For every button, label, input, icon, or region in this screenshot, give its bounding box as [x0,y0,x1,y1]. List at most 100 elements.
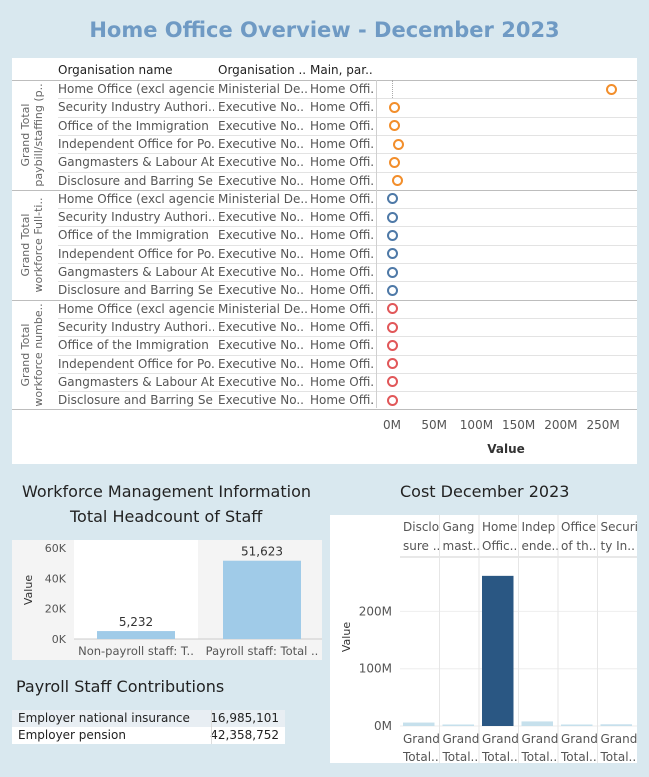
y-tick-label: 40K [45,572,67,585]
payroll-divider [211,710,212,744]
data-point[interactable] [386,284,398,296]
org-type-cell: Executive No.. [218,210,304,225]
bar[interactable] [521,721,554,726]
group-separator [12,189,637,191]
org-name-cell: Home Office (excl agencie.. [58,191,214,206]
column-header-line1: Gang [443,520,475,534]
column-header-line2: ende.. [522,539,560,553]
x-tick-label: 150M [502,418,536,432]
data-point[interactable] [391,175,403,187]
org-name-cell: Disclosure and Barring Se.. [58,393,214,408]
parent-cell: Home Offi.. [310,393,374,408]
bar[interactable] [97,631,175,639]
bar[interactable] [442,724,475,727]
data-point[interactable] [389,101,401,113]
pane-divider [376,80,377,408]
data-point[interactable] [393,138,405,150]
bar[interactable] [482,575,514,726]
data-point[interactable] [388,156,400,168]
bar-value-label: 51,623 [241,545,283,559]
parent-cell: Home Offi.. [310,210,374,225]
column-footer-line1: Grand [561,732,598,746]
y-tick-label: 100M [359,662,392,676]
payroll-row-value: 42,358,752 [210,728,279,742]
data-point[interactable] [386,376,398,388]
y-tick-label: 20K [45,603,67,616]
group-label: Grand Total workforce numbe.. [19,300,45,410]
data-point[interactable] [386,230,398,242]
headcount-bar-chart: 0K 20K 40K 60K Value 5,232 Non-payroll staff: … [12,540,324,660]
row-separator [58,134,637,136]
x-category-label: Non-payroll staff: T.. [78,644,194,658]
y-tick-label: 200M [359,604,392,618]
data-point[interactable] [386,266,398,278]
data-point[interactable] [386,394,398,406]
column-header-line1: Home [482,520,517,534]
row-separator [58,281,637,283]
group-separator [12,299,637,301]
data-point[interactable] [386,193,398,205]
x-category-label: Payroll staff: Total .. [206,644,319,658]
column-header-line2: mast.. [443,539,481,553]
parent-cell: Home Offi.. [310,118,374,133]
data-point[interactable] [386,339,398,351]
x-tick-label: 250M [586,418,620,432]
column-footer-line2: Total.. [521,750,558,763]
x-tick-label: 200M [544,418,578,432]
org-name-cell: Security Industry Authori.. [58,319,214,334]
org-type-cell: Executive No.. [218,265,304,279]
data-point[interactable] [386,248,398,260]
group-label-line2: paybill/staffing (p.. [32,83,46,187]
org-type-cell: Executive No.. [218,319,304,334]
group-label-line1: Grand Total [19,323,33,386]
payroll-row: Employer national insurance 16,985,101 [12,710,285,727]
column-header-organisation-type[interactable]: Organisation .. [218,63,307,77]
org-type-cell: Executive No.. [218,173,304,188]
parent-cell: Home Offi.. [310,191,374,206]
column-header-line1: Office [561,520,596,534]
data-point[interactable] [386,303,398,315]
row-separator [58,317,637,319]
column-header-organisation-name[interactable]: Organisation name [58,63,173,77]
org-name-cell: Gangmasters & Labour Ab.. [58,374,214,389]
data-point[interactable] [386,211,398,223]
org-type-cell: Executive No.. [218,228,304,243]
org-name-cell: Disclosure and Barring Se.. [58,283,214,298]
org-type-cell: Ministerial De.. [218,82,308,96]
data-point[interactable] [606,83,618,95]
column-header-main-parent[interactable]: Main, par.. [310,63,373,77]
dashboard-title: Home Office Overview - December 2023 [89,18,560,42]
payroll-title: Payroll Staff Contributions [16,677,225,696]
column-footer-line2: Total.. [481,750,518,763]
parent-cell: Home Offi.. [310,265,374,279]
bar[interactable] [403,722,435,726]
org-type-cell: Executive No.. [218,374,304,389]
bar[interactable] [223,560,301,639]
data-point[interactable] [386,358,398,370]
column-footer-line1: Grand [522,732,559,746]
parent-cell: Home Offi.. [310,338,374,353]
data-point[interactable] [386,321,398,333]
org-name-cell: Independent Office for Po.. [58,136,214,151]
dot-plot-panel: Organisation name Organisation .. Main, … [12,58,637,464]
cost-bar-chart: 0M 100M 200M Value Disclo sure .. Grand Total..… [330,515,638,764]
data-point[interactable] [389,120,401,132]
org-type-cell: Ministerial De.. [218,301,308,316]
parent-cell: Home Offi.. [310,356,374,371]
bar[interactable] [561,724,593,727]
org-type-cell: Executive No.. [218,155,304,170]
org-name-cell: Home Office (excl agencie.. [58,82,214,96]
column-header-line1: Indep [522,520,556,534]
x-tick-label: 100M [459,418,494,432]
parent-cell: Home Offi.. [310,100,374,115]
bar[interactable] [600,724,633,726]
y-tick-label: 0K [52,633,67,646]
row-separator [58,116,637,118]
org-name-cell: Home Office (excl agencie.. [58,301,214,316]
parent-cell: Home Offi.. [310,301,374,316]
org-name-cell: Disclosure and Barring Se.. [58,173,214,188]
column-header-line2: sure .. [403,539,440,553]
org-name-cell: Office of the Immigration .. [58,338,214,353]
org-name-cell: Gangmasters & Labour Ab.. [58,265,214,279]
